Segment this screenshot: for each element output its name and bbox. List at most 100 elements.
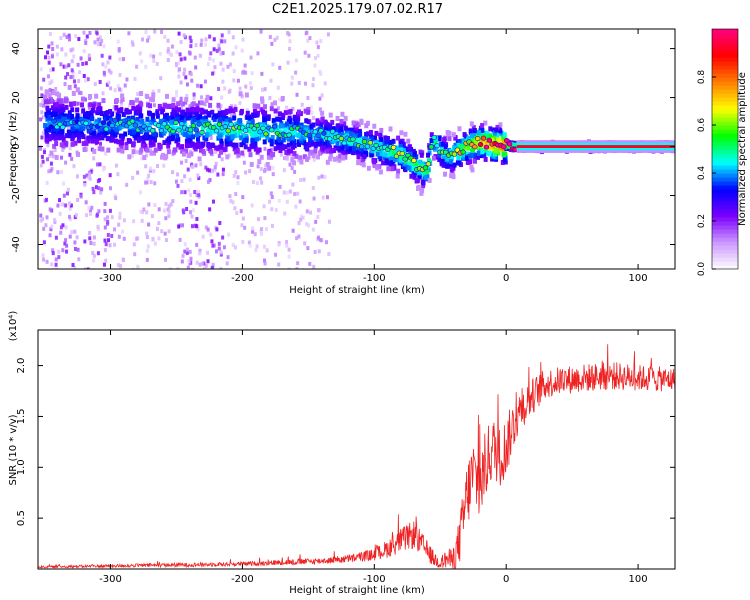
spectrogram-cell	[286, 148, 291, 154]
colorbar-segment	[712, 173, 738, 178]
spectrogram-cell	[447, 130, 452, 136]
spectrogram-cell	[395, 173, 400, 179]
spectrogram-cell	[429, 132, 434, 138]
spectrogram-cell	[88, 176, 92, 181]
spectrogram-cell	[145, 235, 149, 240]
spectrogram-cell	[104, 258, 108, 263]
spectrogram-cell	[456, 155, 461, 161]
spectrogram-cell	[107, 68, 111, 73]
spectrogram-cell	[57, 93, 62, 99]
spectrogram-cell	[447, 162, 452, 168]
spectrogram-cell	[262, 104, 267, 110]
spectrogram-blob	[260, 125, 266, 131]
spectrogram-cell	[47, 127, 52, 133]
spectrogram-cell	[131, 129, 136, 135]
spectrogram-cell	[347, 139, 352, 145]
spectrogram-cell	[164, 93, 169, 99]
spectrogram-cell	[303, 81, 307, 86]
spectrogram-cell	[324, 240, 328, 245]
spectrogram-cell	[196, 189, 200, 194]
spectrogram-cell	[55, 44, 59, 49]
spectrogram-cell	[277, 137, 282, 143]
spectrogram-cell	[122, 118, 127, 124]
spectrogram-cell	[133, 252, 137, 257]
spectrogram-cell	[50, 79, 54, 84]
spectrogram-cell	[159, 76, 163, 81]
spectrogram-cell	[190, 164, 194, 169]
spectrogram-cell	[160, 29, 164, 34]
spectrogram-cell	[53, 132, 58, 138]
spectrogram-cell	[52, 143, 57, 149]
spectrogram-cell	[141, 127, 146, 133]
spectrogram-cell	[403, 131, 408, 137]
spectrogram-cell	[282, 168, 286, 173]
snr-frame	[37, 329, 676, 570]
spectrogram-cell	[242, 137, 247, 143]
spectrogram-cell	[186, 153, 191, 159]
spectrogram-cell	[187, 142, 192, 148]
spectrogram-cell	[70, 156, 74, 161]
spectrogram-cell	[163, 231, 167, 236]
spectrogram-cell	[202, 116, 207, 122]
spectrogram-blob	[460, 149, 466, 155]
spectrogram-cell	[124, 142, 129, 148]
spectrogram-cell	[201, 125, 206, 131]
spectrogram-cell	[206, 250, 210, 255]
spectrogram-cell	[188, 104, 192, 109]
spectrogram-cell	[155, 111, 160, 117]
spectrogram-cell	[75, 132, 80, 138]
spectrogram-cell	[84, 41, 88, 46]
spectrogram-cell	[229, 104, 233, 109]
spectrogram-cell	[287, 124, 292, 130]
spectrogram-cell	[145, 210, 149, 215]
spectrogram-blob	[109, 122, 115, 128]
spectrogram-blob	[399, 151, 405, 157]
spectrogram-cell	[218, 111, 223, 117]
spectrogram-cell	[102, 44, 106, 49]
spectrogram-cell	[374, 130, 379, 136]
spectrogram-cell	[466, 145, 471, 151]
spectrogram-cell	[297, 109, 302, 115]
spectrogram-cell	[296, 115, 301, 121]
spectrogram-cell	[321, 195, 325, 200]
spectrogram-cell	[303, 108, 308, 114]
spectrogram-cell	[189, 39, 193, 44]
spectrogram-cell	[67, 131, 72, 137]
spectrogram-cell	[88, 208, 92, 213]
spectrogram-cell	[282, 190, 286, 195]
spectrogram-cell	[67, 63, 71, 68]
spectrogram-cell	[206, 167, 210, 172]
spectrogram-cell	[289, 122, 294, 128]
spectrogram-cell	[335, 115, 340, 121]
spectrogram-cell	[88, 111, 93, 117]
spectrogram-cell	[363, 148, 368, 154]
spectrogram-cell	[64, 52, 68, 57]
spectrogram-cell	[82, 30, 86, 35]
spectrogram-cell	[470, 167, 475, 173]
spectrogram-cell	[195, 136, 200, 142]
spectrogram-cell	[443, 171, 448, 177]
spectrogram-cell	[276, 106, 280, 111]
spectrogram-cell	[295, 267, 299, 269]
spectrogram-cell	[334, 132, 339, 138]
spectrogram-cell	[173, 109, 178, 115]
spectrogram-cell	[471, 125, 476, 131]
spectrogram-cell	[104, 64, 108, 69]
spectrogram-cell	[54, 114, 59, 120]
spectrogram-cell	[316, 45, 320, 50]
spectrogram-cell	[249, 129, 254, 135]
spectrogram-cell	[305, 156, 310, 162]
spectrogram-cell	[308, 261, 312, 266]
spectrogram-cell	[325, 159, 330, 165]
spectrogram-cell	[303, 50, 307, 55]
spectrogram-cell	[297, 234, 301, 239]
spectrogram-cell	[190, 224, 194, 229]
spectrogram-cell	[211, 129, 216, 135]
spectrogram-cell	[278, 116, 283, 122]
colorbar-segment	[712, 265, 738, 270]
spectrogram-cell	[402, 148, 407, 154]
spectrogram-cell	[375, 151, 380, 157]
spectrogram-cell	[149, 53, 153, 58]
spectrogram-cell	[191, 208, 195, 213]
spectrogram-cell	[319, 39, 323, 44]
